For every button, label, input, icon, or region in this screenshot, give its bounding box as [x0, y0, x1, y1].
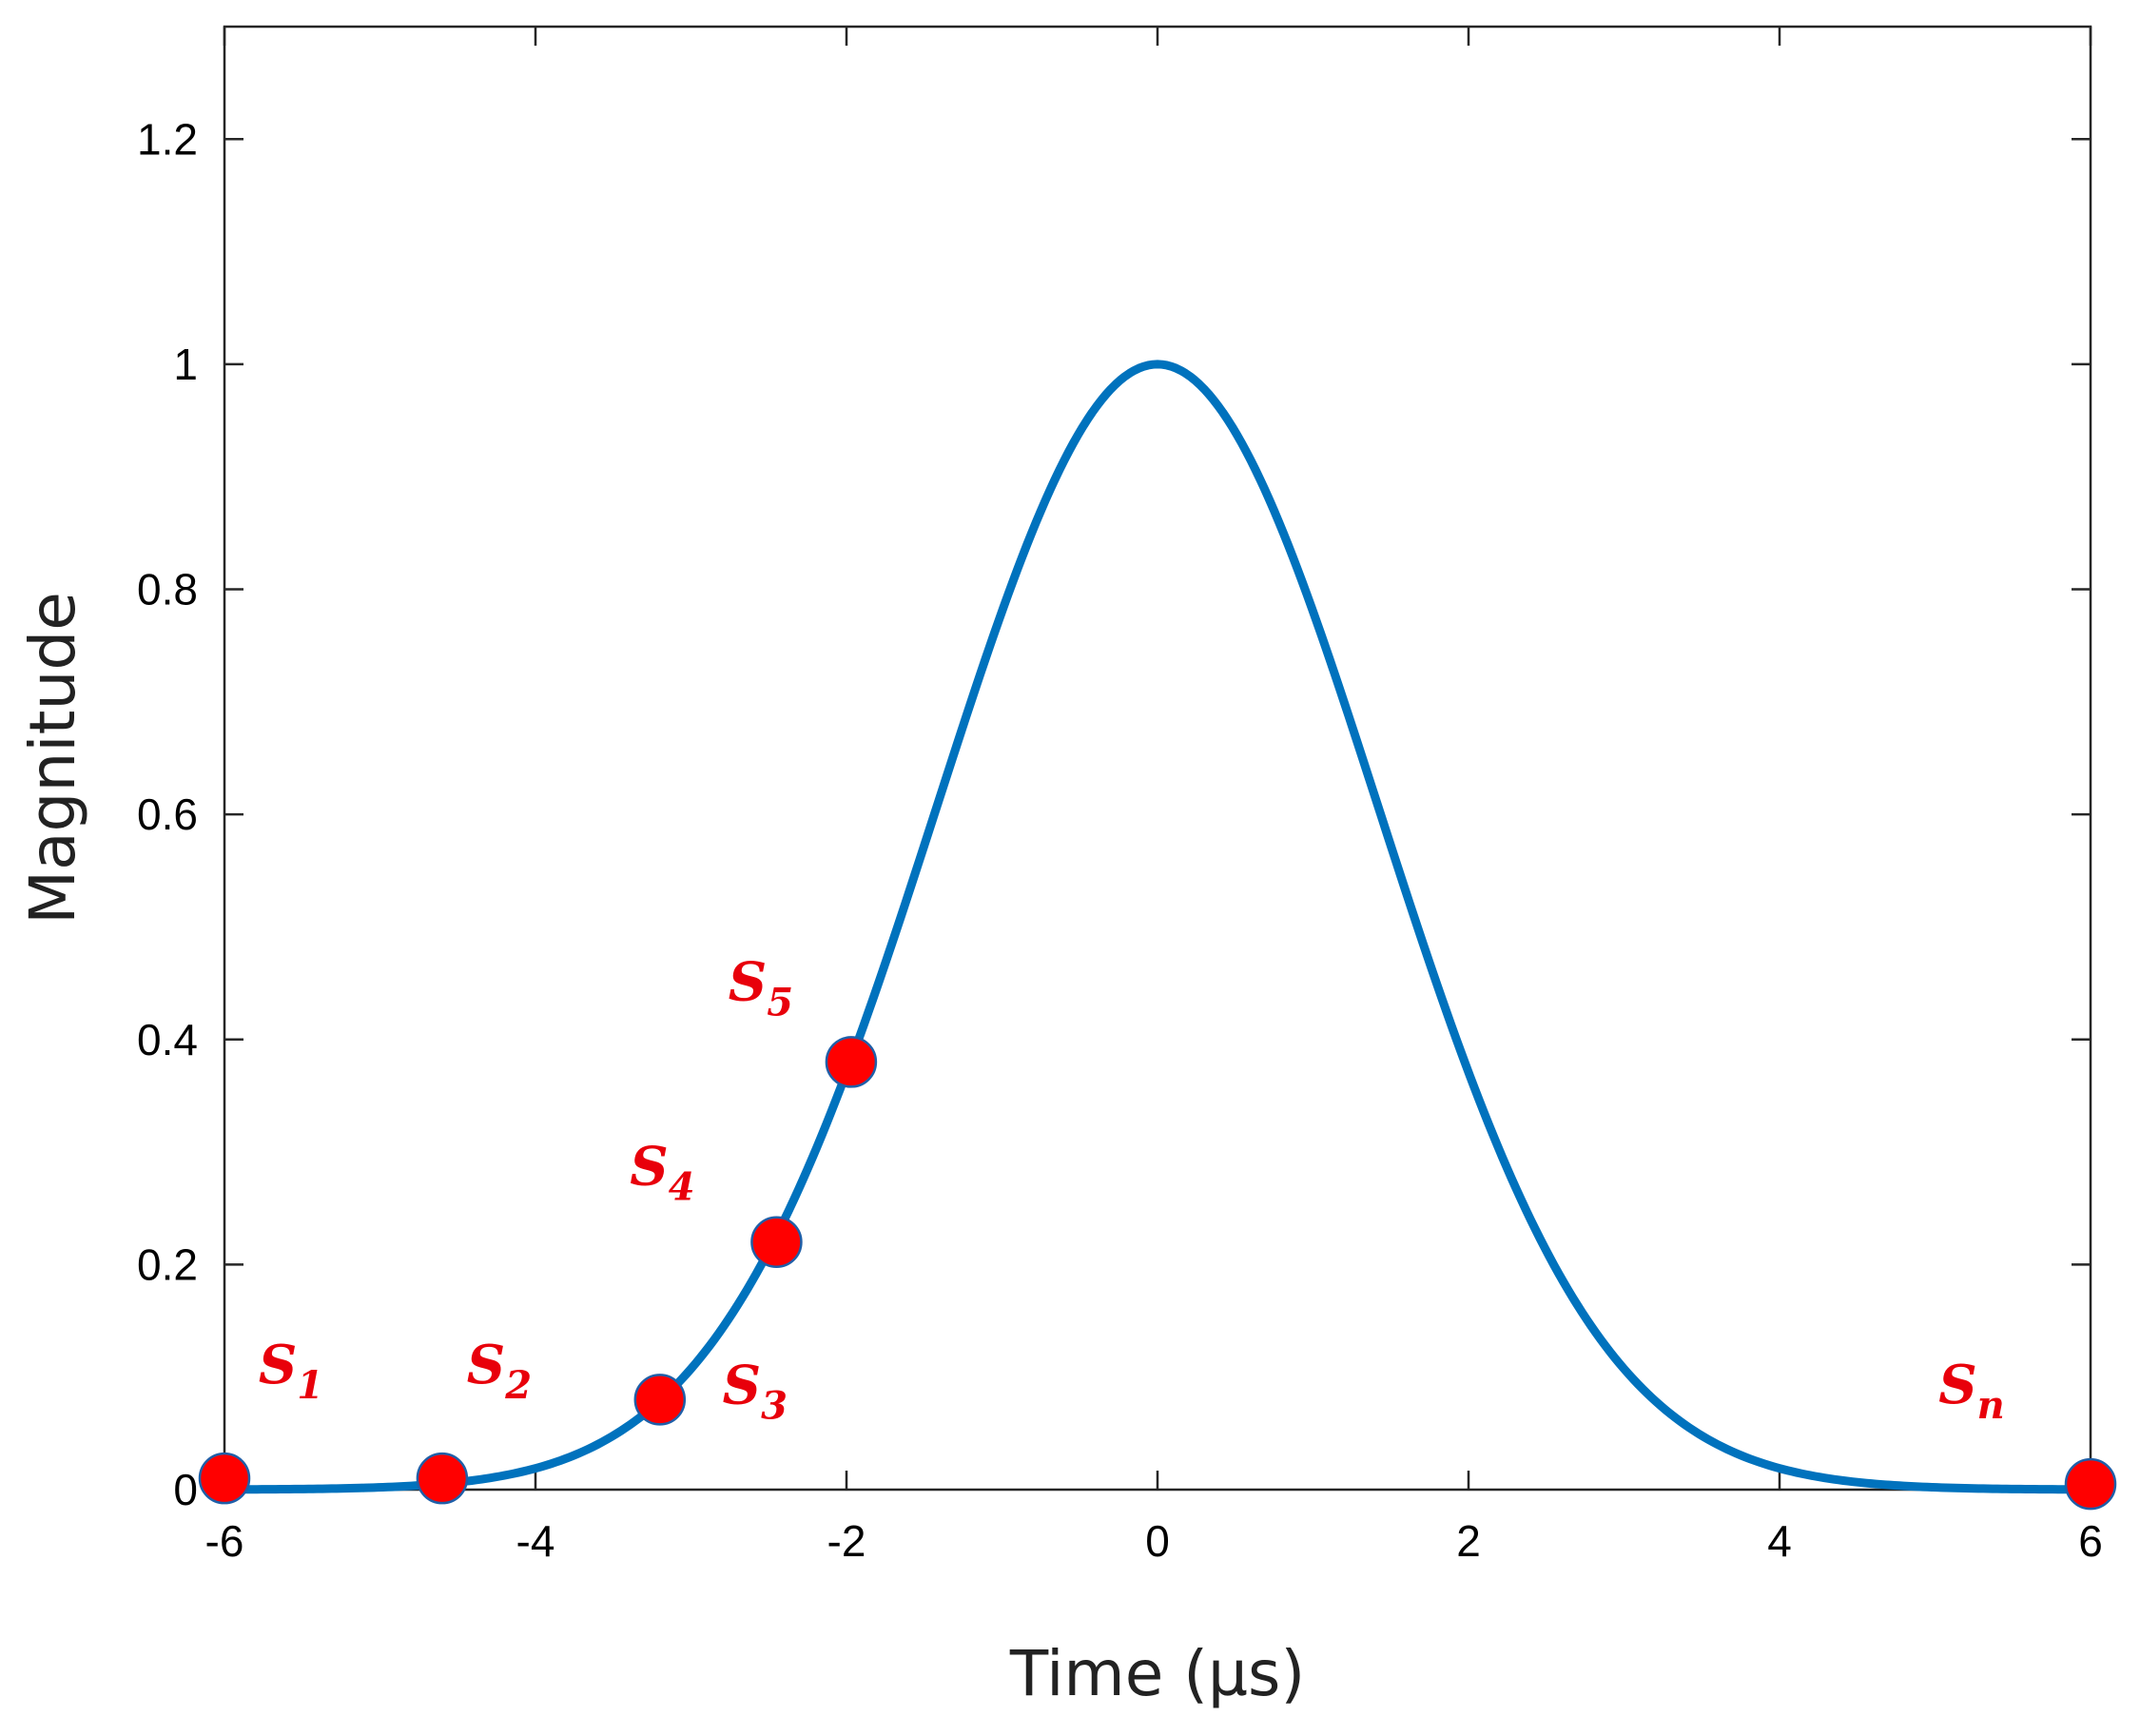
sample-label-subscript: 5: [767, 980, 793, 1024]
y-tick-label: 0.6: [137, 790, 198, 839]
y-tick-label: 0.2: [137, 1239, 198, 1289]
sample-point-s5: [825, 1036, 878, 1088]
x-tick-label: 2: [1456, 1516, 1481, 1566]
series-line: [220, 360, 2095, 1494]
y-tick-label: 0.4: [137, 1015, 198, 1064]
y-tick-label: 1: [173, 340, 198, 389]
y-axis-title: Magnitude: [16, 592, 89, 925]
sample-label-subscript: 3: [761, 1383, 788, 1428]
sample-points: [198, 1036, 2117, 1511]
sample-label-letter: S: [729, 950, 767, 1013]
x-tick-label: -2: [827, 1516, 866, 1566]
x-tick-label: 6: [2078, 1516, 2103, 1566]
sample-label-subscript: 1: [297, 1363, 323, 1408]
series-layer: [220, 360, 2095, 1494]
sample-label-letter: S: [259, 1334, 297, 1396]
x-tick-label: -6: [205, 1516, 244, 1566]
y-tick-label: 1.2: [137, 114, 198, 164]
sample-label-s5: S5: [729, 950, 793, 1024]
y-tick-label: 0.8: [137, 565, 198, 614]
sample-label-s4: S4: [630, 1136, 694, 1210]
plot-border: [223, 25, 2092, 1492]
sample-point-s3: [633, 1374, 687, 1426]
sample-label-s1: S1: [259, 1334, 323, 1408]
sample-point-s2: [416, 1452, 469, 1505]
sample-point-sn: [2064, 1457, 2117, 1511]
axis-ticks: [223, 27, 2092, 1492]
axis-tick-labels: -6 -4 -2 0 2 4 6 0 0.2 0.4 0.6 0.8 1 1.2: [137, 114, 2103, 1566]
sample-label-letter: S: [630, 1136, 668, 1199]
x-axis-title: Time (µs): [1009, 1637, 1305, 1710]
sample-label-s3: S3: [723, 1354, 788, 1428]
sample-label-letter: S: [723, 1354, 761, 1416]
sample-label-subscript: 4: [669, 1165, 695, 1210]
x-tick-label: -4: [516, 1516, 555, 1566]
y-tick-label: 0: [173, 1465, 198, 1514]
x-tick-label: 0: [1145, 1516, 1170, 1566]
plot-frame: [223, 25, 2092, 1492]
sample-point-s1: [198, 1452, 251, 1505]
sample-label-subscript: 2: [504, 1363, 532, 1408]
sample-label-sn: Sn: [1938, 1354, 2005, 1428]
x-tick-label: 4: [1767, 1516, 1792, 1566]
sample-label-letter: S: [467, 1334, 505, 1396]
sample-label-s2: S2: [467, 1334, 532, 1408]
sample-label-subscript: n: [1977, 1383, 2005, 1428]
sample-point-s4: [750, 1216, 803, 1268]
sample-label-letter: S: [1938, 1354, 1976, 1416]
